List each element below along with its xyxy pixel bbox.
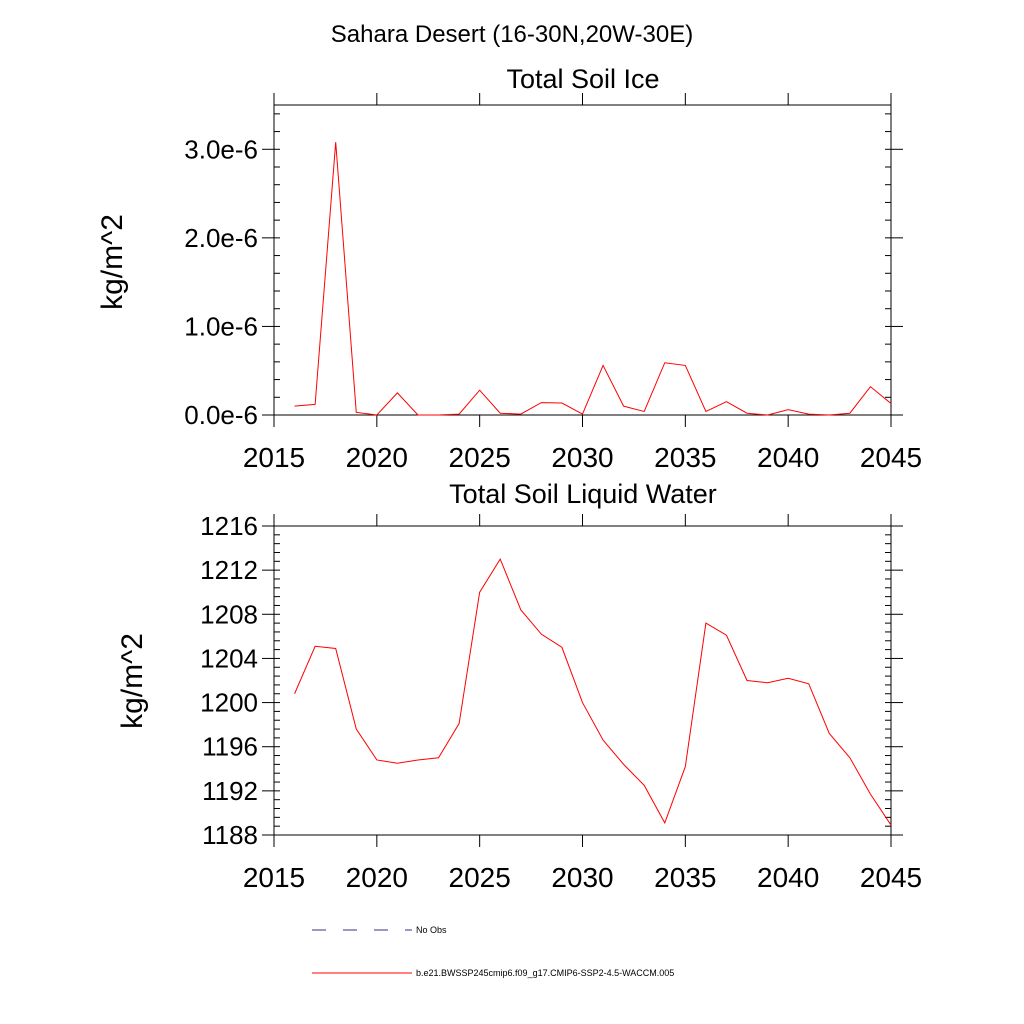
- x-tick-label: 2020: [346, 862, 408, 893]
- y-tick-label: 1204: [200, 643, 258, 673]
- figure-title: Sahara Desert (16-30N,20W-30E): [331, 21, 693, 48]
- y-tick-label: 1208: [200, 599, 258, 629]
- x-tick-label: 2030: [551, 862, 613, 893]
- y-tick-label: 1200: [200, 688, 258, 718]
- x-tick-label: 2025: [449, 442, 511, 473]
- y-tick-label: 3.0e-6: [184, 134, 258, 164]
- x-tick-label: 2020: [346, 442, 408, 473]
- panel-total-soil-liquid-water: Total Soil Liquid Water kg/m^2 2015 2020 2…: [116, 479, 922, 893]
- panel-total-soil-ice: Total Soil Ice kg/m^2 2015 2020 2025 2030 20…: [96, 64, 922, 473]
- y-tick-label: 1.0e-6: [184, 311, 258, 341]
- x-tick-label: 2040: [757, 442, 819, 473]
- plot-frame-soil-ice: [273, 104, 892, 416]
- legend-label-model: b.e21.BWSSP245cmip6.f09_g17.CMIP6-SSP2-4…: [416, 968, 674, 978]
- legend-label-no-obs: No Obs: [416, 925, 447, 935]
- x-tick-label: 2045: [860, 862, 922, 893]
- x-tick-label: 2035: [654, 442, 716, 473]
- y-tick-label: 0.0e-6: [184, 400, 258, 430]
- y-tick-label: 1196: [202, 732, 258, 762]
- panel-title-soil-ice: Total Soil Ice: [506, 64, 659, 94]
- y-axis-label-soil-liquid-water: kg/m^2: [116, 633, 149, 729]
- legend: No Obs b.e21.BWSSP245cmip6.f09_g17.CMIP6…: [312, 925, 674, 978]
- x-tick-label: 2030: [551, 442, 613, 473]
- y-tick-label: 1216: [200, 511, 258, 541]
- y-tick-label: 1188: [202, 820, 258, 850]
- x-tick-label: 2015: [243, 862, 305, 893]
- series-line-soil-liquid-water: [294, 558, 892, 826]
- y-axis-label-soil-ice: kg/m^2: [96, 214, 129, 310]
- y-tick-label: 2.0e-6: [184, 223, 258, 253]
- x-tick-label: 2040: [757, 862, 819, 893]
- x-tick-label: 2045: [860, 442, 922, 473]
- x-tick-label: 2015: [243, 442, 305, 473]
- y-tick-label: 1212: [200, 555, 258, 585]
- series-line-soil-ice: [294, 142, 892, 416]
- x-tick-label: 2035: [654, 862, 716, 893]
- x-tick-label: 2025: [449, 862, 511, 893]
- panel-title-soil-liquid-water: Total Soil Liquid Water: [449, 479, 717, 509]
- plot-frame-soil-liquid-water: [273, 525, 892, 836]
- y-tick-label: 1192: [202, 776, 258, 806]
